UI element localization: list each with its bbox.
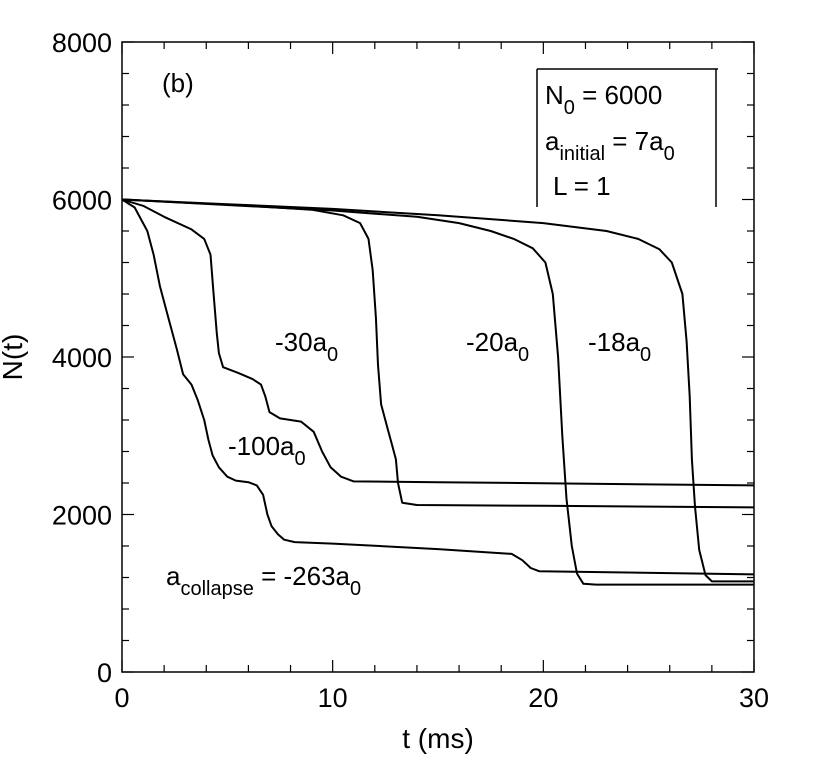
param-a-initial: ainitial = 7a0 <box>545 126 675 165</box>
y-tick-label: 6000 <box>52 186 112 216</box>
series-label-100a0: -100a0 <box>228 431 306 470</box>
axis-ticks <box>121 41 755 673</box>
series-label-20a0: -20a0 <box>466 327 529 366</box>
series-curve-0 <box>121 198 754 583</box>
x-tick-label: 0 <box>114 683 129 713</box>
param-l: L = 1 <box>553 171 611 201</box>
y-tick-label: 0 <box>97 658 112 688</box>
parameter-box: N0 = 6000 ainitial = 7a0 L = 1 <box>536 68 718 207</box>
y-axis-title: N(t) <box>0 334 28 381</box>
series-label-30a0: -30a0 <box>275 327 338 366</box>
series-curves <box>121 198 755 586</box>
param-n0: N0 = 6000 <box>545 80 662 119</box>
series-label-acollapse: acollapse = -263a0 <box>166 561 361 600</box>
x-tick-label: 30 <box>739 683 769 713</box>
series-label-18a0: -18a0 <box>588 327 651 366</box>
y-tick-label: 2000 <box>52 501 112 531</box>
series-curve-1 <box>121 198 754 586</box>
y-tick-labels: 0 2000 4000 6000 8000 <box>52 28 112 688</box>
y-tick-label: 4000 <box>52 343 112 373</box>
series-curve-3 <box>121 198 755 487</box>
x-tick-labels: 0 10 20 30 <box>114 683 769 713</box>
x-axis-title: t (ms) <box>402 723 474 754</box>
x-tick-label: 20 <box>528 683 558 713</box>
y-tick-label: 8000 <box>52 28 112 58</box>
series-curve-2 <box>121 198 755 509</box>
panel-label: (b) <box>162 68 194 98</box>
x-tick-label: 10 <box>318 683 348 713</box>
series-curve-4 <box>121 198 755 576</box>
